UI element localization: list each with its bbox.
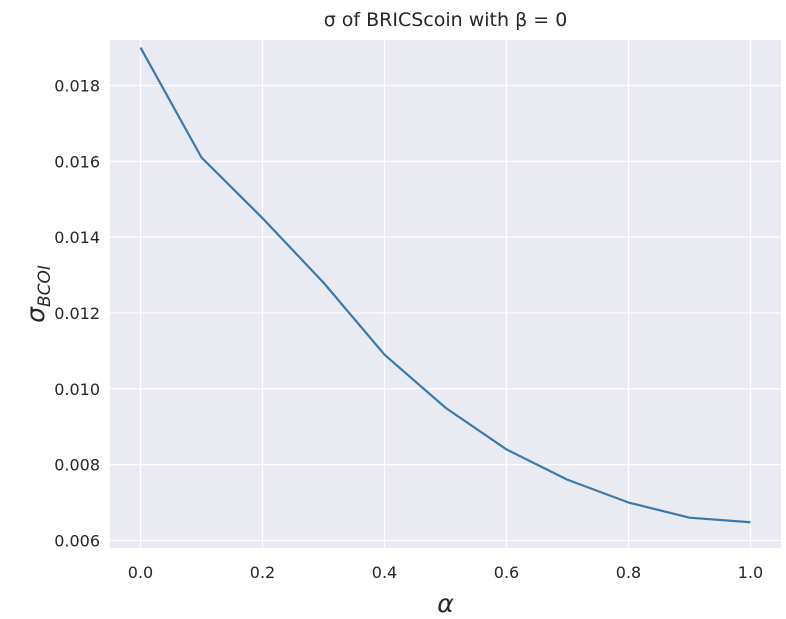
y-axis-label-symbol: σ xyxy=(21,306,50,323)
x-tick-label: 0.6 xyxy=(494,563,519,582)
plot-area xyxy=(110,40,781,548)
y-tick-label: 0.010 xyxy=(54,380,100,399)
y-tick-label: 0.016 xyxy=(54,152,100,171)
series-line xyxy=(139,47,751,524)
x-tick-label: 0.2 xyxy=(250,563,275,582)
y-tick-label: 0.008 xyxy=(54,456,100,475)
y-tick-label: 0.006 xyxy=(54,531,100,550)
x-tick-label: 1.0 xyxy=(738,563,763,582)
chart-title: σ of BRICScoin with β = 0 xyxy=(324,9,568,31)
x-axis-label: α xyxy=(437,589,454,618)
x-tick-label: 0.4 xyxy=(372,563,397,582)
x-tick-labels: 0.0 0.2 0.4 0.6 0.8 1.0 xyxy=(128,563,763,582)
x-tick-label: 0.0 xyxy=(128,563,153,582)
x-tick-label: 0.8 xyxy=(616,563,641,582)
y-axis-label-subscript: BCOI xyxy=(35,265,55,307)
x-gridlines xyxy=(139,40,752,548)
y-tick-labels: 0.006 0.008 0.010 0.012 0.014 0.016 0.018 xyxy=(54,76,100,550)
y-tick-label: 0.018 xyxy=(54,76,100,95)
series-layer xyxy=(139,47,751,524)
y-axis-label: σBCOI xyxy=(21,265,55,323)
y-gridlines xyxy=(110,84,781,542)
y-tick-label: 0.014 xyxy=(54,228,100,247)
y-tick-label: 0.012 xyxy=(54,304,100,323)
